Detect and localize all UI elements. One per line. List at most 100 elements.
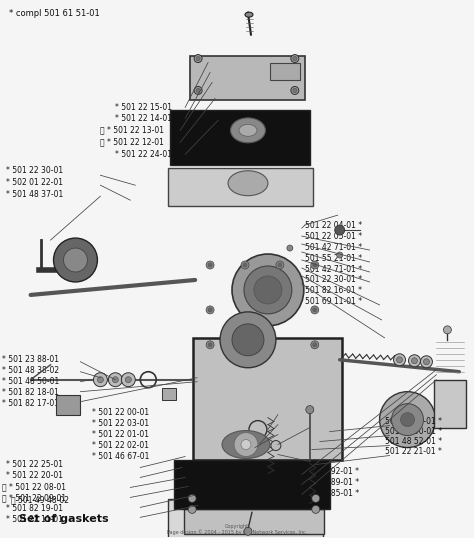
Circle shape [311, 261, 319, 269]
Circle shape [206, 261, 214, 269]
Circle shape [311, 306, 319, 314]
Circle shape [287, 245, 293, 251]
Text: 501 22 30-01 *: 501 22 30-01 * [305, 275, 362, 285]
Text: * 501 48 38-02: * 501 48 38-02 [2, 366, 59, 375]
Circle shape [244, 266, 292, 314]
Text: 501 42 71-01 *: 501 42 71-01 * [305, 243, 362, 252]
Circle shape [276, 261, 284, 269]
Circle shape [380, 392, 436, 448]
Text: * 501 46 67-01: * 501 46 67-01 [92, 452, 150, 461]
Text: 501 26 90-01 *: 501 26 90-01 * [384, 427, 442, 436]
Text: 501 82 16-01 *: 501 82 16-01 * [305, 286, 362, 295]
FancyBboxPatch shape [168, 168, 313, 206]
Text: ⓪ * 501 22 12-01: ⓪ * 501 22 12-01 [100, 138, 164, 147]
Ellipse shape [222, 430, 270, 458]
Text: * compl 501 61 51-01: * compl 501 61 51-01 [9, 9, 100, 18]
Text: 501 26 85-01 *: 501 26 85-01 * [302, 489, 359, 498]
Circle shape [208, 308, 212, 312]
Circle shape [291, 54, 299, 62]
Text: * 501 22 25-01: * 501 22 25-01 [6, 460, 63, 469]
FancyBboxPatch shape [55, 395, 81, 415]
FancyBboxPatch shape [162, 388, 176, 400]
Text: * 501 22 00-01: * 501 22 00-01 [92, 408, 150, 417]
Text: * 501 82 19-01: * 501 82 19-01 [6, 504, 63, 513]
Circle shape [232, 324, 264, 356]
Circle shape [411, 358, 418, 364]
Text: 501 22 05-01 *: 501 22 05-01 * [305, 231, 362, 240]
Circle shape [393, 354, 405, 366]
Text: 501 48 52-01 *: 501 48 52-01 * [384, 437, 442, 446]
Circle shape [109, 373, 122, 387]
Text: * 501 22 02-01: * 501 22 02-01 [92, 441, 149, 450]
Text: 501 22 21-01 *: 501 22 21-01 * [384, 447, 441, 456]
Text: 501 22 04-01 *: 501 22 04-01 * [305, 221, 362, 230]
Circle shape [194, 87, 202, 95]
Text: 501 28 92-01 *: 501 28 92-01 * [302, 467, 359, 476]
Ellipse shape [222, 462, 277, 493]
Circle shape [312, 494, 320, 502]
Text: * 501 22 11-01: * 501 22 11-01 [6, 515, 63, 524]
FancyBboxPatch shape [434, 380, 466, 428]
Circle shape [409, 355, 420, 367]
Circle shape [188, 505, 196, 513]
Ellipse shape [228, 171, 268, 196]
Circle shape [243, 263, 247, 267]
Text: ⓪ * 501 22 13-01: ⓪ * 501 22 13-01 [100, 126, 164, 135]
FancyBboxPatch shape [190, 55, 305, 101]
Circle shape [234, 433, 258, 457]
Circle shape [312, 505, 320, 513]
Circle shape [271, 441, 281, 450]
Circle shape [206, 306, 214, 314]
Text: 501 69 11-01 *: 501 69 11-01 * [305, 298, 362, 307]
Text: * 501 23 88-01: * 501 23 88-01 [2, 355, 59, 364]
Circle shape [397, 357, 402, 363]
Circle shape [313, 263, 317, 267]
Text: Set of gaskets: Set of gaskets [18, 514, 108, 525]
Circle shape [194, 54, 202, 62]
Circle shape [121, 373, 135, 387]
Text: * 501 48 50-01: * 501 48 50-01 [2, 377, 59, 386]
Text: * 501 22 20-01: * 501 22 20-01 [6, 471, 63, 480]
Text: * 501 82 18-01: * 501 82 18-01 [2, 388, 59, 397]
Text: ⓪ * 501 22 09-01: ⓪ * 501 22 09-01 [2, 493, 66, 502]
Text: * 501 22 30-01: * 501 22 30-01 [6, 166, 63, 175]
Circle shape [125, 377, 131, 383]
Circle shape [208, 263, 212, 267]
Text: 501 22 17-01 *: 501 22 17-01 * [384, 417, 442, 426]
Circle shape [423, 359, 429, 365]
Circle shape [401, 413, 414, 427]
Circle shape [241, 440, 251, 450]
FancyBboxPatch shape [193, 338, 342, 459]
Circle shape [93, 373, 108, 387]
FancyBboxPatch shape [270, 62, 300, 81]
Circle shape [112, 377, 118, 383]
Circle shape [293, 56, 297, 61]
Circle shape [196, 88, 200, 93]
Text: * 501 48 37-01: * 501 48 37-01 [6, 190, 63, 199]
Circle shape [313, 308, 317, 312]
Circle shape [220, 312, 276, 368]
Circle shape [254, 276, 282, 304]
Circle shape [64, 248, 87, 272]
Text: * 501 82 17-01: * 501 82 17-01 [2, 399, 59, 408]
Text: * 501 22 01-01: * 501 22 01-01 [92, 430, 149, 439]
Circle shape [208, 343, 212, 347]
Circle shape [306, 406, 314, 414]
Circle shape [313, 343, 317, 347]
Circle shape [278, 263, 282, 267]
Circle shape [188, 494, 196, 502]
Text: ⓪ * 501 22 08-01: ⓪ * 501 22 08-01 [2, 482, 66, 491]
Circle shape [241, 261, 249, 269]
Text: 501 55 21-01 *: 501 55 21-01 * [305, 253, 362, 263]
Circle shape [443, 326, 451, 334]
Circle shape [311, 341, 319, 349]
Circle shape [98, 377, 103, 383]
Circle shape [335, 225, 345, 235]
Circle shape [244, 527, 252, 535]
Circle shape [196, 56, 200, 61]
Text: * 502 01 22-01: * 502 01 22-01 [6, 178, 63, 187]
FancyBboxPatch shape [184, 509, 324, 534]
Circle shape [420, 356, 432, 368]
Text: * 501 22 24-01: * 501 22 24-01 [115, 150, 173, 159]
Ellipse shape [245, 12, 253, 17]
